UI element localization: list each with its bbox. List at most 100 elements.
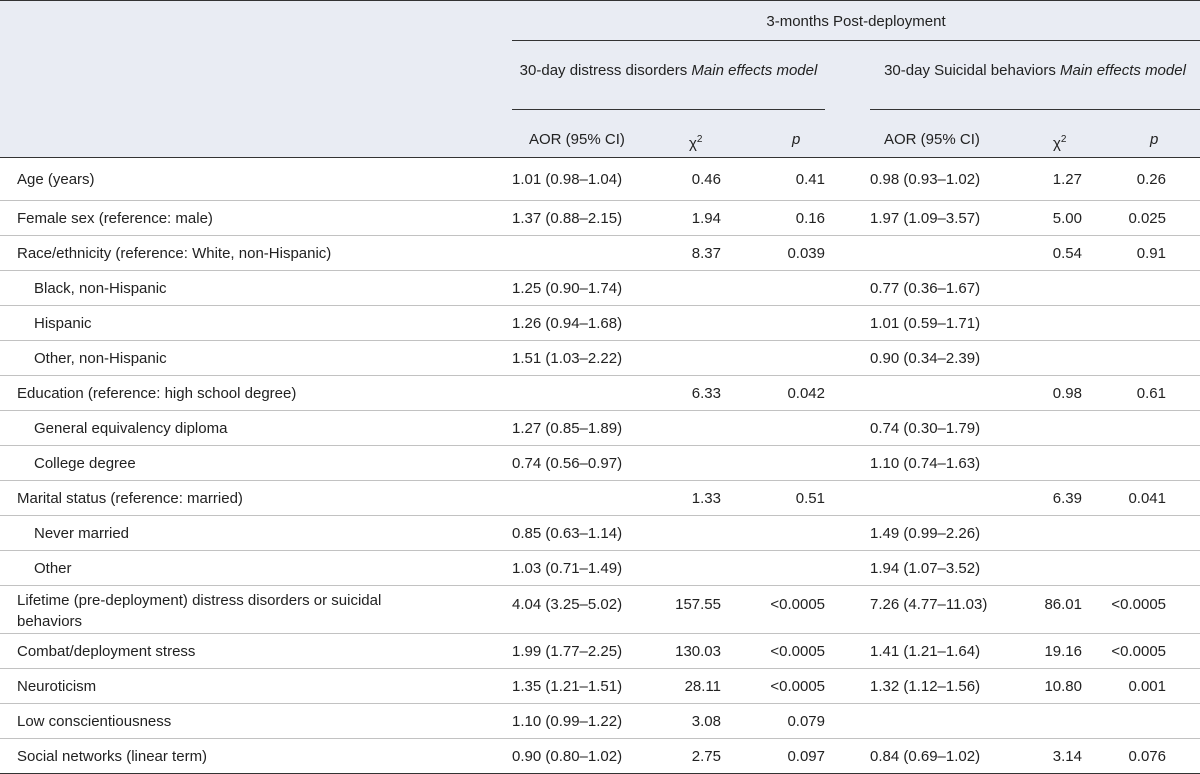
table-row: Race/ethnicity (reference: White, non-Hi… xyxy=(0,236,1200,271)
table-row: Female sex (reference: male) 1.37 (0.88–2… xyxy=(0,201,1200,236)
row-label: Other, non-Hispanic xyxy=(34,349,167,367)
aor-distress: 1.51 (1.03–2.22) xyxy=(512,349,623,367)
aor-suicidal: 7.26 (4.77–11.03) xyxy=(870,596,988,613)
p-distress xyxy=(760,271,825,305)
row-label: Combat/deployment stress xyxy=(17,642,196,660)
table-row: Other, non-Hispanic 1.51 (1.03–2.22) 0.90 … xyxy=(0,341,1200,376)
chi-suicidal xyxy=(1000,704,1082,738)
chi-distress xyxy=(640,551,721,585)
table-row: Marital status (reference: married) 1.33 0… xyxy=(0,481,1200,516)
chi-suicidal: 19.16 xyxy=(1044,642,1082,660)
chi-suicidal: 6.39 xyxy=(1052,489,1082,507)
row-label: Race/ethnicity (reference: White, non-Hi… xyxy=(17,244,332,262)
p-suicidal: 0.025 xyxy=(1128,209,1166,227)
aor-suicidal: 1.41 (1.21–1.64) xyxy=(870,642,981,660)
colhead-aor-2: AOR (95% CI) xyxy=(884,131,980,148)
chi-distress: 8.37 xyxy=(691,244,721,262)
chi-distress: 157.55 xyxy=(675,596,721,613)
table-row: Neuroticism 1.35 (1.21–1.51) 28.11 <0.0005 1… xyxy=(0,669,1200,704)
p-distress: <0.0005 xyxy=(770,677,825,695)
row-label: Hispanic xyxy=(34,314,92,332)
chi-distress xyxy=(640,446,721,480)
p-suicidal xyxy=(1100,271,1166,305)
chi-distress: 1.33 xyxy=(691,489,721,507)
chi-distress: 2.75 xyxy=(691,747,721,765)
chi-suicidal: 0.98 xyxy=(1052,384,1082,402)
p-suicidal: 0.91 xyxy=(1136,244,1166,262)
aor-distress: 0.90 (0.80–1.02) xyxy=(512,747,623,765)
chi-distress: 0.46 xyxy=(691,170,721,188)
chi-distress: 130.03 xyxy=(675,642,721,660)
aor-suicidal: 0.84 (0.69–1.02) xyxy=(870,747,981,765)
aor-distress: 1.10 (0.99–1.22) xyxy=(512,712,623,730)
p-suicidal xyxy=(1100,446,1166,480)
p-distress: 0.41 xyxy=(795,170,825,188)
colhead-p-1: p xyxy=(792,131,801,148)
chi-distress: 6.33 xyxy=(691,384,721,402)
table-header: 3-months Post-deployment 30-day distress… xyxy=(0,0,1200,158)
table-row: Education (reference: high school degree… xyxy=(0,376,1200,411)
chi-suicidal xyxy=(1000,306,1082,340)
group-rule-distress xyxy=(512,109,825,110)
table-row: Combat/deployment stress 1.99 (1.77–2.25)… xyxy=(0,634,1200,669)
row-label: College degree xyxy=(34,454,136,472)
chi-distress xyxy=(640,341,721,375)
p-distress xyxy=(760,551,825,585)
row-label: Social networks (linear term) xyxy=(17,747,208,765)
colhead-chi-1: χ2 xyxy=(689,134,703,152)
p-suicidal xyxy=(1100,516,1166,550)
aor-suicidal: 0.90 (0.34–2.39) xyxy=(870,349,981,367)
group-label-suicidal: 30-day Suicidal behaviors Main effects m… xyxy=(884,62,1186,79)
chi-distress: 3.08 xyxy=(691,712,721,730)
row-label: Marital status (reference: married) xyxy=(17,489,243,507)
chi-distress xyxy=(640,516,721,550)
chi-suicidal: 5.00 xyxy=(1052,209,1082,227)
p-distress xyxy=(760,306,825,340)
row-label: Education (reference: high school degree… xyxy=(17,384,297,402)
header-title: 3-months Post-deployment xyxy=(766,13,946,30)
row-label: Black, non-Hispanic xyxy=(34,279,167,297)
table-row: Social networks (linear term) 0.90 (0.80–… xyxy=(0,739,1200,774)
table-row: Other 1.03 (0.71–1.49) 1.94 (1.07–3.52) xyxy=(0,551,1200,586)
aor-suicidal: 1.32 (1.12–1.56) xyxy=(870,677,981,695)
aor-distress: 1.35 (1.21–1.51) xyxy=(512,677,623,695)
p-distress xyxy=(760,446,825,480)
chi-distress xyxy=(640,271,721,305)
aor-suicidal: 1.94 (1.07–3.52) xyxy=(870,559,981,577)
p-suicidal: 0.26 xyxy=(1136,170,1166,188)
chi-distress: 1.94 xyxy=(691,209,721,227)
p-suicidal xyxy=(1100,341,1166,375)
p-suicidal: <0.0005 xyxy=(1111,642,1166,660)
chi-suicidal: 1.27 xyxy=(1052,170,1082,188)
chi-suicidal xyxy=(1000,551,1082,585)
row-label: Other xyxy=(34,559,72,577)
row-label: General equivalency diploma xyxy=(34,419,228,437)
row-label: Low conscientiousness xyxy=(17,712,172,730)
p-suicidal: 0.076 xyxy=(1128,747,1166,765)
table-row: General equivalency diploma 1.27 (0.85–1.… xyxy=(0,411,1200,446)
p-suicidal: 0.001 xyxy=(1128,677,1166,695)
aor-distress: 0.74 (0.56–0.97) xyxy=(512,454,623,472)
table-row: Black, non-Hispanic 1.25 (0.90–1.74) 0.77 … xyxy=(0,271,1200,306)
chi-suicidal: 3.14 xyxy=(1052,747,1082,765)
p-distress: <0.0005 xyxy=(770,596,825,613)
chi-suicidal xyxy=(1000,271,1082,305)
p-distress xyxy=(760,516,825,550)
row-label: Lifetime (pre-deployment) distress disor… xyxy=(17,592,382,630)
p-suicidal: <0.0005 xyxy=(1111,596,1166,613)
colhead-p-2: p xyxy=(1150,131,1159,148)
aor-distress: 1.26 (0.94–1.68) xyxy=(512,314,623,332)
table-row: Hispanic 1.26 (0.94–1.68) 1.01 (0.59–1.71) xyxy=(0,306,1200,341)
p-suicidal: 0.041 xyxy=(1128,489,1166,507)
aor-distress: 1.37 (0.88–2.15) xyxy=(512,209,623,227)
aor-suicidal: 1.49 (0.99–2.26) xyxy=(870,524,981,542)
p-suicidal xyxy=(1100,704,1166,738)
chi-suicidal xyxy=(1000,341,1082,375)
aor-suicidal: 0.74 (0.30–1.79) xyxy=(870,419,981,437)
row-label: Female sex (reference: male) xyxy=(17,209,213,227)
p-suicidal xyxy=(1100,411,1166,445)
table-row: Low conscientiousness 1.10 (0.99–1.22) 3.0… xyxy=(0,704,1200,739)
aor-suicidal: 1.97 (1.09–3.57) xyxy=(870,209,981,227)
chi-suicidal: 0.54 xyxy=(1052,244,1082,262)
